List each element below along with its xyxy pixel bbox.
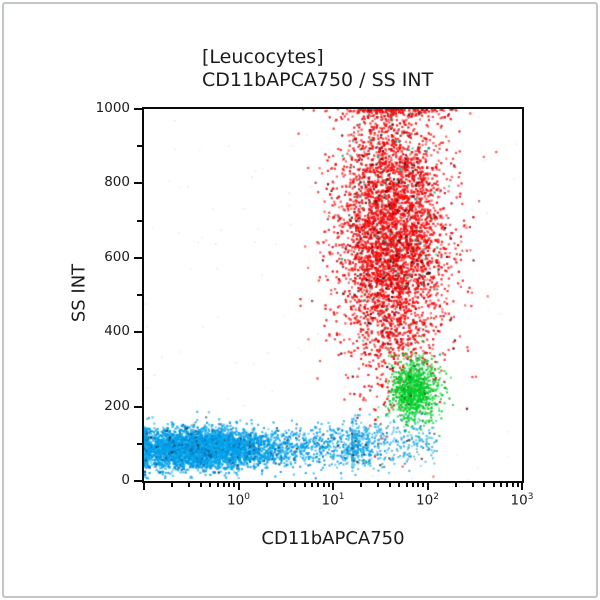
x-minor-tick [405,483,408,487]
y-major-tick [134,256,142,259]
y-tick-label: 800 [104,174,130,191]
chart-title-block: [Leucocytes] CD11bAPCA750 / SS INT [202,46,433,92]
x-minor-tick [303,483,306,487]
y-minor-tick [137,219,142,222]
x-major-tick [521,483,523,490]
x-minor-tick [216,483,219,487]
scatter-canvas [144,109,522,481]
y-minor-tick [137,442,142,445]
x-minor-tick [209,483,212,487]
gate-title: [Leucocytes] [202,46,324,68]
x-minor-tick [188,483,191,487]
x-minor-tick [199,483,202,487]
x-minor-tick [422,483,425,487]
x-minor-tick [454,483,457,487]
x-minor-tick [377,483,380,487]
x-minor-tick [317,483,320,487]
x-minor-tick [265,483,268,487]
x-minor-tick [398,483,401,487]
y-minor-tick [137,294,142,296]
x-minor-tick [222,483,225,487]
parameters-subtitle: CD11bAPCA750 / SS INT [202,69,434,91]
y-minor-tick [137,368,142,371]
y-axis-label: SS INT [68,263,90,323]
x-major-tick [426,483,429,490]
x-minor-tick [360,483,363,487]
x-minor-tick [411,483,414,487]
y-tick-label: 200 [104,397,130,414]
x-minor-tick [233,483,236,487]
x-minor-tick [471,483,474,487]
x-tick-label: 101 [321,492,345,509]
y-major-tick [134,405,142,408]
plot-frame [142,107,524,483]
x-major-tick [237,483,240,490]
x-minor-tick [506,483,509,487]
x-minor-tick [311,483,314,487]
x-minor-tick [417,483,420,487]
y-tick-label: 0 [121,472,130,488]
x-minor-tick [516,483,519,487]
y-tick-label: 400 [104,323,130,340]
x-minor-tick [294,483,297,487]
x-minor-tick [322,483,325,487]
y-major-tick [134,480,142,482]
x-axis-label: CD11bAPCA750 [261,528,405,549]
y-tick-label: 1000 [95,100,130,116]
y-tick-label: 600 [104,248,130,265]
x-major-tick [143,483,145,490]
x-minor-tick [500,483,503,487]
x-minor-tick [388,483,391,487]
x-tick-label: 103 [510,492,534,509]
y-major-tick [134,108,142,110]
x-minor-tick [511,483,514,487]
x-tick-label: 102 [416,492,439,509]
x-major-tick [332,483,334,490]
x-tick-label: 100 [227,492,250,509]
x-minor-tick [483,483,486,487]
y-major-tick [134,331,142,334]
x-minor-tick [327,483,330,487]
x-minor-tick [282,483,285,487]
x-minor-tick [492,483,495,487]
y-major-tick [134,182,142,185]
x-minor-tick [228,483,231,487]
y-minor-tick [137,145,142,148]
x-minor-tick [171,483,174,487]
